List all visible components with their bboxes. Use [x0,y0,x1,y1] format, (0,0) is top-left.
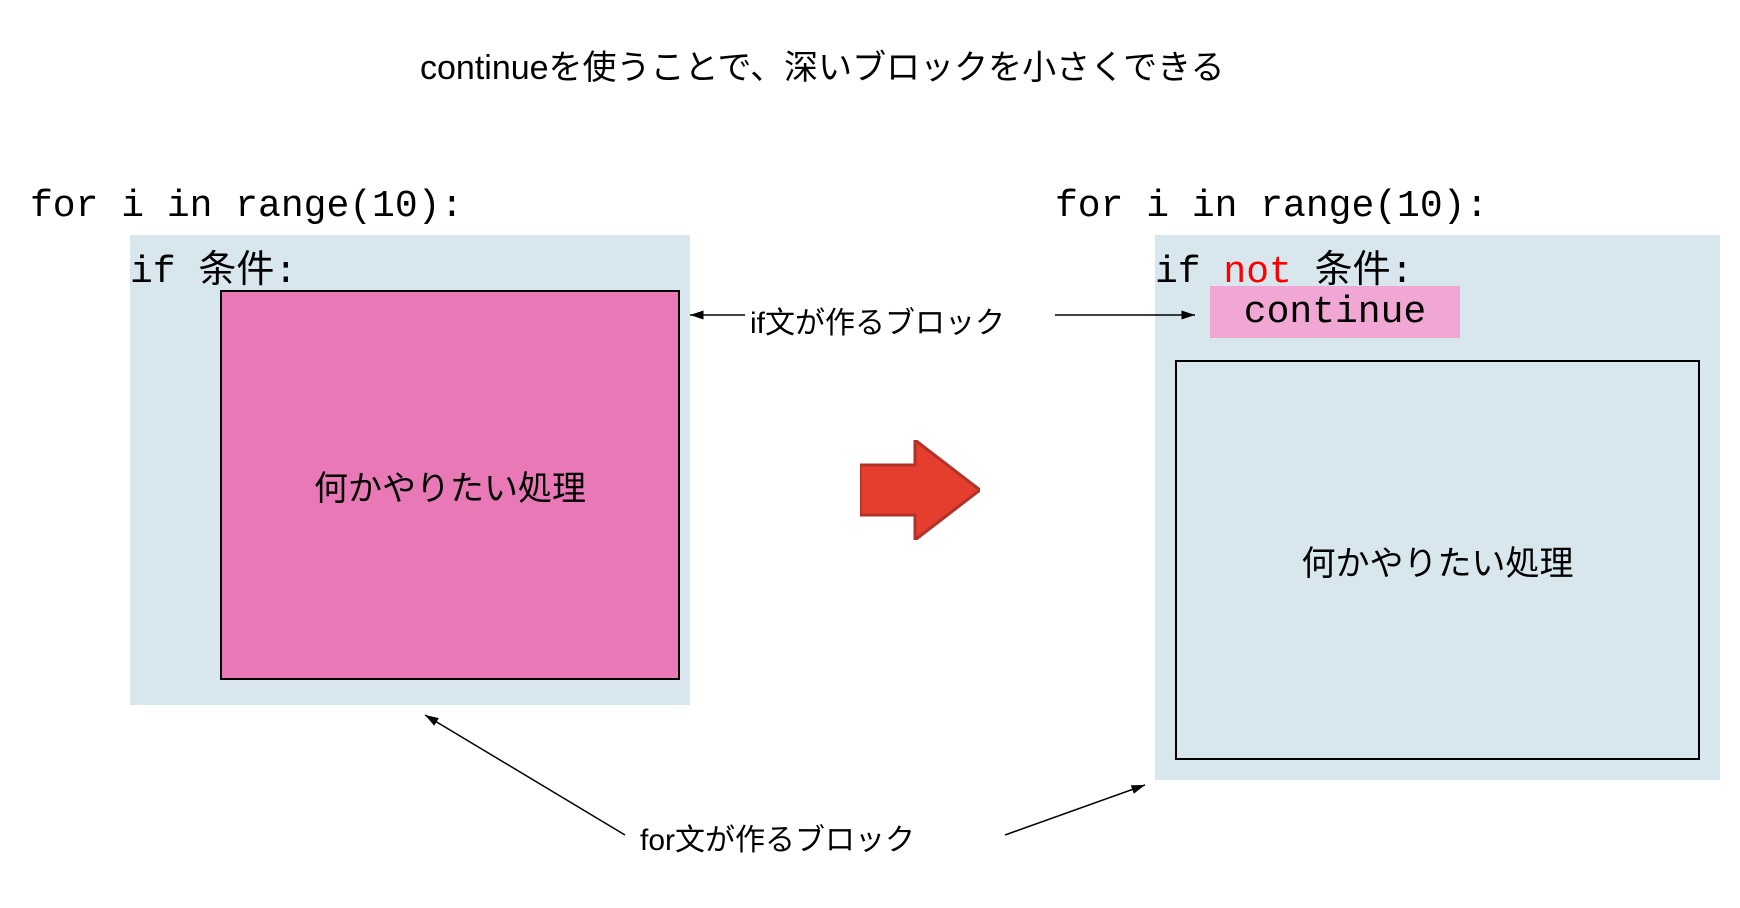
right-inner-label: 何かやりたい処理 [1175,360,1700,760]
right-continue-text: continue [1210,286,1460,338]
diagram-stage: continueを使うことで、深いブロックを小さくできる for i in ra… [0,0,1740,908]
left-for-line: for i in range(10): [30,185,463,228]
right-for-line: for i in range(10): [1055,185,1488,228]
for-block-annotation: for文が作るブロック [640,815,915,859]
left-if-line: if 条件: [130,238,297,294]
left-inner-label: 何かやりたい処理 [220,290,680,680]
if-block-annotation: if文が作るブロック [750,298,1005,342]
left-if-cond: 条件: [198,251,297,294]
center-arrow-icon [860,440,980,540]
left-if-prefix: if [130,251,198,294]
diagram-title: continueを使うことで、深いブロックを小さくできる [420,40,1224,89]
